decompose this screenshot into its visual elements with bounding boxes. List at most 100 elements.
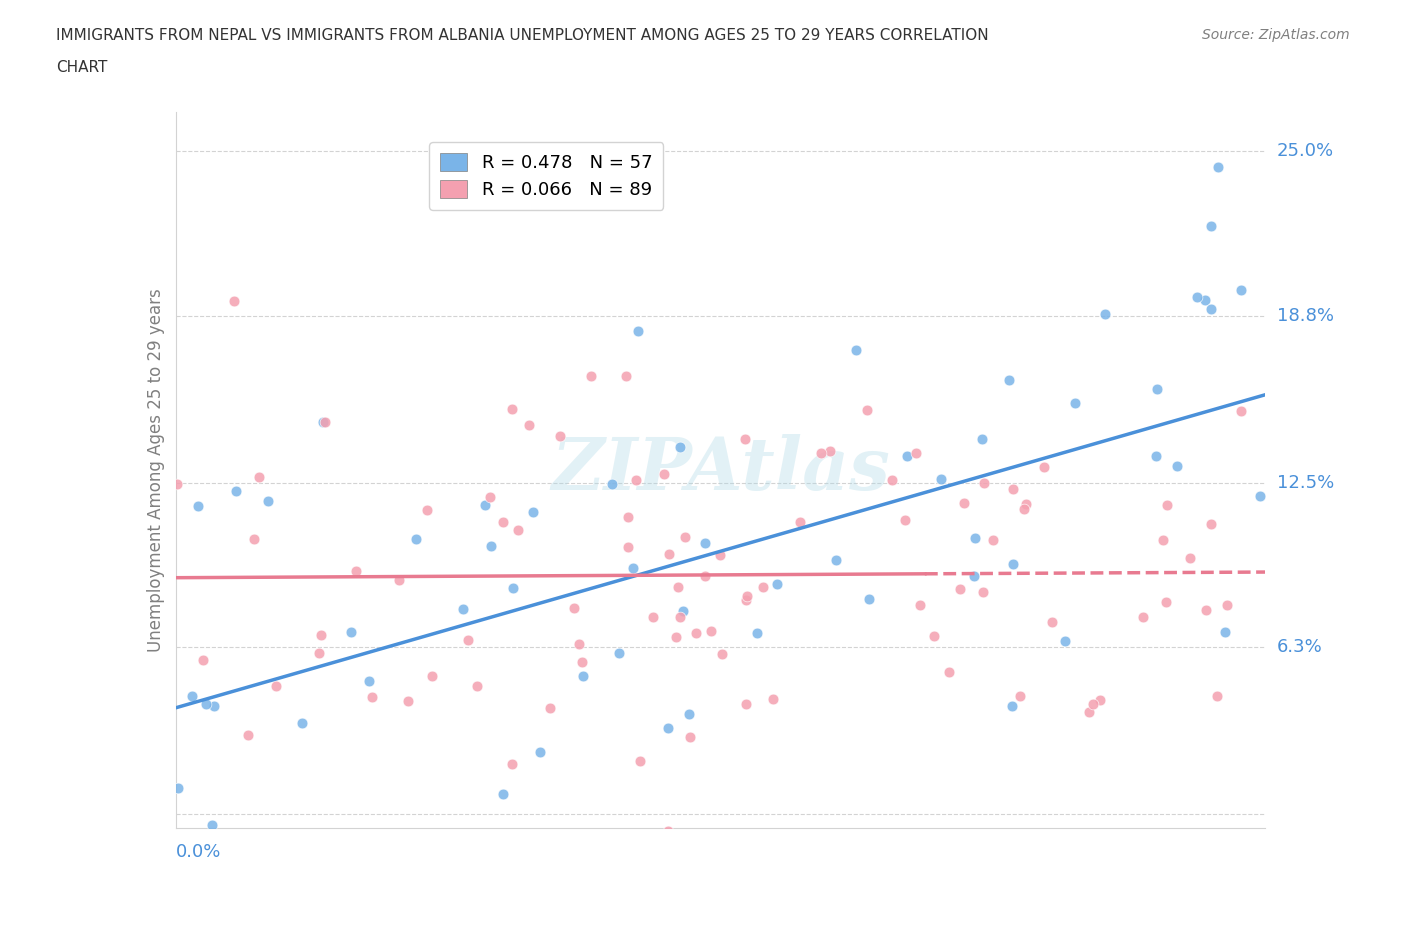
Point	[202, 698, 225, 713]
Text: 25.0%: 25.0%	[1277, 142, 1334, 160]
Point	[751, 580, 773, 595]
Point	[1001, 698, 1024, 713]
Point	[679, 729, 702, 744]
Point	[627, 324, 650, 339]
Point	[1132, 610, 1154, 625]
Point	[734, 592, 756, 607]
Point	[1156, 594, 1178, 609]
Point	[1216, 598, 1239, 613]
Point	[568, 637, 591, 652]
Point	[652, 466, 675, 481]
Point	[344, 564, 367, 578]
Point	[1094, 307, 1116, 322]
Point	[938, 664, 960, 679]
Point	[308, 645, 330, 660]
Point	[665, 630, 688, 644]
Point	[502, 581, 524, 596]
Point	[222, 293, 245, 308]
Point	[291, 715, 314, 730]
Point	[451, 602, 474, 617]
Text: 6.3%: 6.3%	[1277, 638, 1322, 657]
Point	[1032, 460, 1054, 475]
Point	[709, 547, 731, 562]
Point	[600, 476, 623, 491]
Point	[225, 483, 247, 498]
Point	[1081, 697, 1104, 711]
Point	[1230, 283, 1253, 298]
Point	[314, 415, 336, 430]
Point	[617, 510, 640, 525]
Point	[474, 498, 496, 512]
Point	[191, 652, 214, 667]
Y-axis label: Unemployment Among Ages 25 to 29 years: Unemployment Among Ages 25 to 29 years	[146, 287, 165, 652]
Point	[963, 530, 986, 545]
Point	[340, 624, 363, 639]
Point	[699, 623, 721, 638]
Point	[1010, 689, 1032, 704]
Point	[465, 678, 488, 693]
Point	[492, 515, 515, 530]
Point	[972, 584, 994, 599]
Point	[963, 569, 986, 584]
Point	[657, 720, 679, 735]
Point	[630, 753, 652, 768]
Point	[893, 513, 915, 528]
Point	[571, 655, 593, 670]
Point	[517, 418, 540, 432]
Text: ZIPAtlas: ZIPAtlas	[551, 434, 890, 505]
Point	[195, 697, 218, 711]
Point	[669, 440, 692, 455]
Legend: R = 0.478   N = 57, R = 0.066   N = 89: R = 0.478 N = 57, R = 0.066 N = 89	[429, 142, 664, 209]
Point	[998, 372, 1021, 387]
Point	[1194, 603, 1216, 618]
Point	[825, 552, 848, 567]
Point	[1152, 532, 1174, 547]
Point	[896, 449, 918, 464]
Point	[678, 707, 700, 722]
Point	[747, 626, 769, 641]
Point	[845, 343, 868, 358]
Point	[607, 645, 630, 660]
Point	[1199, 516, 1222, 531]
Point	[1208, 160, 1230, 175]
Point	[1166, 458, 1188, 473]
Point	[415, 502, 437, 517]
Point	[931, 472, 953, 486]
Point	[396, 694, 419, 709]
Point	[256, 494, 278, 509]
Point	[309, 628, 332, 643]
Text: 12.5%: 12.5%	[1277, 474, 1334, 492]
Point	[243, 532, 266, 547]
Point	[710, 646, 733, 661]
Point	[1063, 395, 1085, 410]
Text: 18.8%: 18.8%	[1277, 307, 1333, 325]
Point	[734, 432, 756, 446]
Point	[1040, 614, 1063, 629]
Point	[856, 403, 879, 418]
Point	[624, 472, 647, 487]
Point	[948, 581, 970, 596]
Point	[1199, 219, 1222, 233]
Point	[247, 470, 270, 485]
Text: Source: ZipAtlas.com: Source: ZipAtlas.com	[1202, 28, 1350, 42]
Point	[538, 701, 561, 716]
Point	[266, 679, 288, 694]
Point	[457, 632, 479, 647]
Point	[983, 533, 1005, 548]
Point	[564, 600, 586, 615]
Point	[506, 523, 529, 538]
Point	[924, 628, 946, 643]
Point	[693, 535, 716, 550]
Point	[810, 446, 832, 461]
Point	[332, 833, 354, 848]
Point	[187, 498, 209, 513]
Point	[1187, 290, 1209, 305]
Point	[492, 787, 515, 802]
Point	[388, 573, 411, 588]
Point	[953, 496, 976, 511]
Point	[762, 692, 785, 707]
Point	[572, 669, 595, 684]
Point	[529, 744, 551, 759]
Point	[1213, 624, 1236, 639]
Point	[675, 529, 697, 544]
